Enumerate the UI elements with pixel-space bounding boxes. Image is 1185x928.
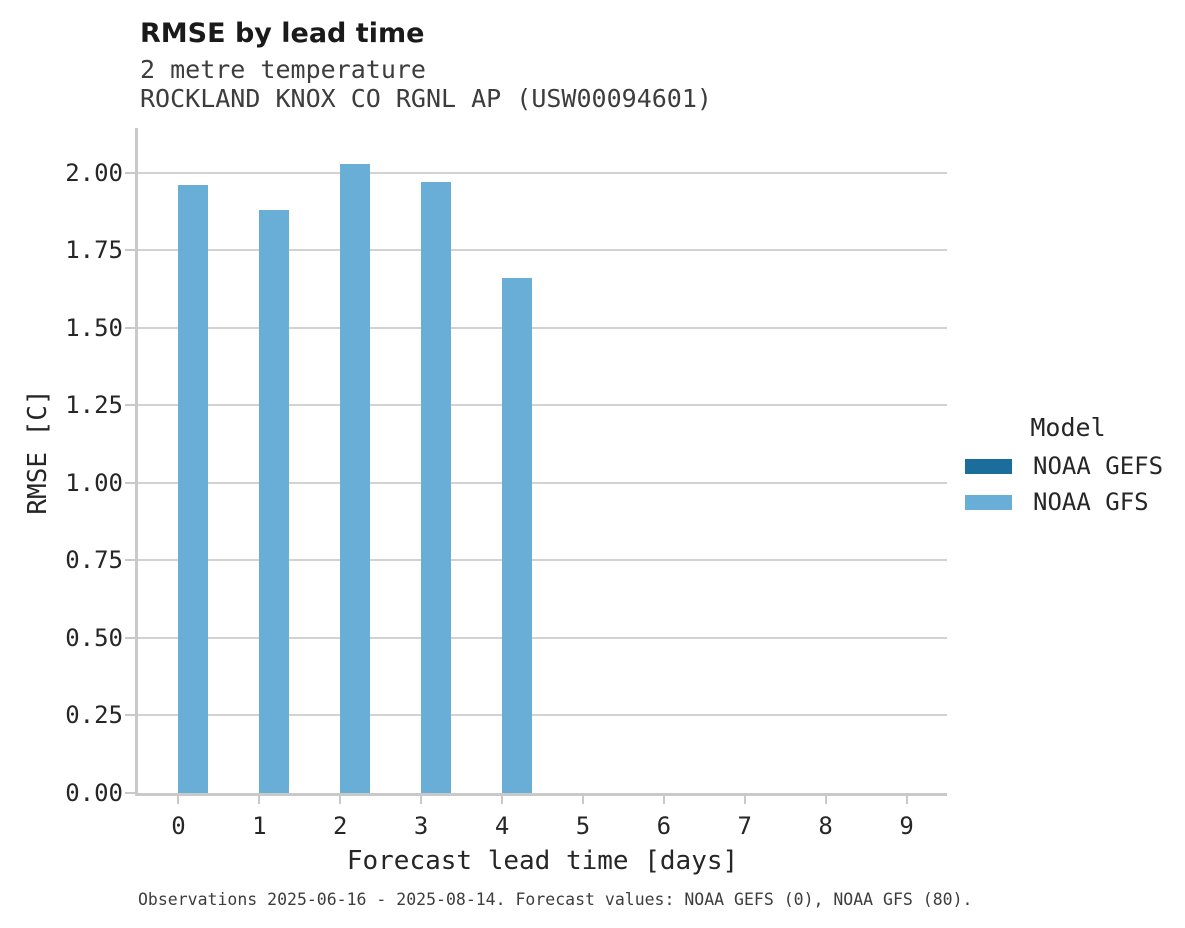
- y-tick-mark: [125, 171, 135, 174]
- legend-swatch-noaa-gfs: [965, 494, 1012, 510]
- x-tick-label: 6: [656, 812, 672, 840]
- x-tick-mark: [339, 796, 342, 804]
- y-tick-label: 0.00: [65, 779, 123, 807]
- gridline: [138, 404, 947, 407]
- gridline: [138, 714, 947, 717]
- y-tick-mark: [125, 559, 135, 562]
- y-tick-label: 1.00: [65, 468, 123, 497]
- x-tick-mark: [420, 796, 423, 804]
- x-tick-mark: [501, 796, 504, 804]
- x-tick-label: 2: [333, 812, 348, 840]
- x-tick-mark: [581, 796, 584, 804]
- x-tick-mark: [743, 796, 746, 804]
- y-tick-label: 1.50: [65, 313, 123, 342]
- legend-label-noaa-gefs: NOAA GEFS: [1033, 452, 1164, 480]
- y-tick-label: 0.50: [65, 623, 123, 652]
- x-tick-label: 7: [737, 812, 752, 840]
- y-tick-mark: [125, 636, 135, 639]
- legend-entry-noaa-gefs: NOAA GEFS: [952, 452, 1184, 480]
- caption: Observations 2025-06-16 - 2025-08-14. Fo…: [138, 890, 973, 909]
- y-tick-label: 1.25: [65, 391, 123, 420]
- legend: Model NOAA GEFS NOAA GFS: [952, 413, 1184, 526]
- chart-subtitle-variable: 2 metre temperature: [140, 55, 426, 84]
- bar-noaa-gfs-day-1: [259, 210, 290, 793]
- x-tick-label: 0: [171, 812, 186, 840]
- x-tick-mark: [258, 796, 261, 804]
- legend-label-noaa-gfs: NOAA GFS: [1033, 488, 1149, 516]
- y-tick-mark: [125, 714, 135, 717]
- legend-swatch-noaa-gefs: [965, 458, 1012, 474]
- x-tick-label: 5: [575, 812, 591, 840]
- y-tick-label: 2.00: [65, 158, 123, 187]
- x-axis-label: Forecast lead time [days]: [346, 846, 739, 876]
- gridline: [138, 559, 947, 562]
- chart-header: RMSE by lead time 2 metre temperature RO…: [140, 18, 712, 113]
- x-tick-label: 3: [413, 812, 429, 840]
- x-tick-mark: [177, 796, 180, 804]
- y-tick-mark: [125, 792, 135, 794]
- x-tick-mark: [662, 796, 665, 804]
- bar-noaa-gfs-day-3: [421, 182, 452, 793]
- chart-title: RMSE by lead time: [140, 18, 425, 49]
- gridline: [138, 171, 947, 174]
- y-tick-mark: [125, 481, 135, 484]
- x-tick-label: 8: [818, 812, 833, 840]
- gridline: [138, 326, 947, 329]
- x-tick-mark: [905, 796, 908, 804]
- gridline: [138, 636, 947, 639]
- y-tick-label: 1.75: [65, 236, 123, 265]
- x-tick-label: 9: [899, 812, 914, 840]
- y-tick-label: 0.25: [65, 701, 123, 730]
- legend-title: Model: [1030, 413, 1106, 442]
- legend-entry-noaa-gfs: NOAA GFS: [952, 488, 1184, 516]
- chart-subtitle-station: ROCKLAND KNOX CO RGNL AP (USW00094601): [140, 84, 712, 113]
- plot-area: 0.00 0.25 0.50 0.75 1.00 1.25 1.50 1.75 2.00 0 1 2 3…: [65, 128, 947, 840]
- y-axis-spine: [135, 128, 138, 796]
- x-tick-label: 4: [494, 812, 510, 840]
- y-axis-label: RMSE [C]: [23, 389, 53, 515]
- gridline: [138, 249, 947, 252]
- y-tick-label: 0.75: [65, 546, 123, 575]
- bar-noaa-gfs-day-0: [178, 185, 209, 793]
- y-tick-mark: [125, 404, 135, 407]
- x-tick-label: 1: [252, 812, 267, 840]
- gridline: [138, 481, 947, 484]
- bar-noaa-gfs-day-2: [340, 163, 371, 793]
- x-axis-spine: [135, 793, 947, 796]
- y-tick-mark: [125, 249, 135, 252]
- x-tick-mark: [824, 796, 827, 804]
- y-tick-mark: [125, 326, 135, 329]
- bar-noaa-gfs-day-4: [502, 278, 533, 793]
